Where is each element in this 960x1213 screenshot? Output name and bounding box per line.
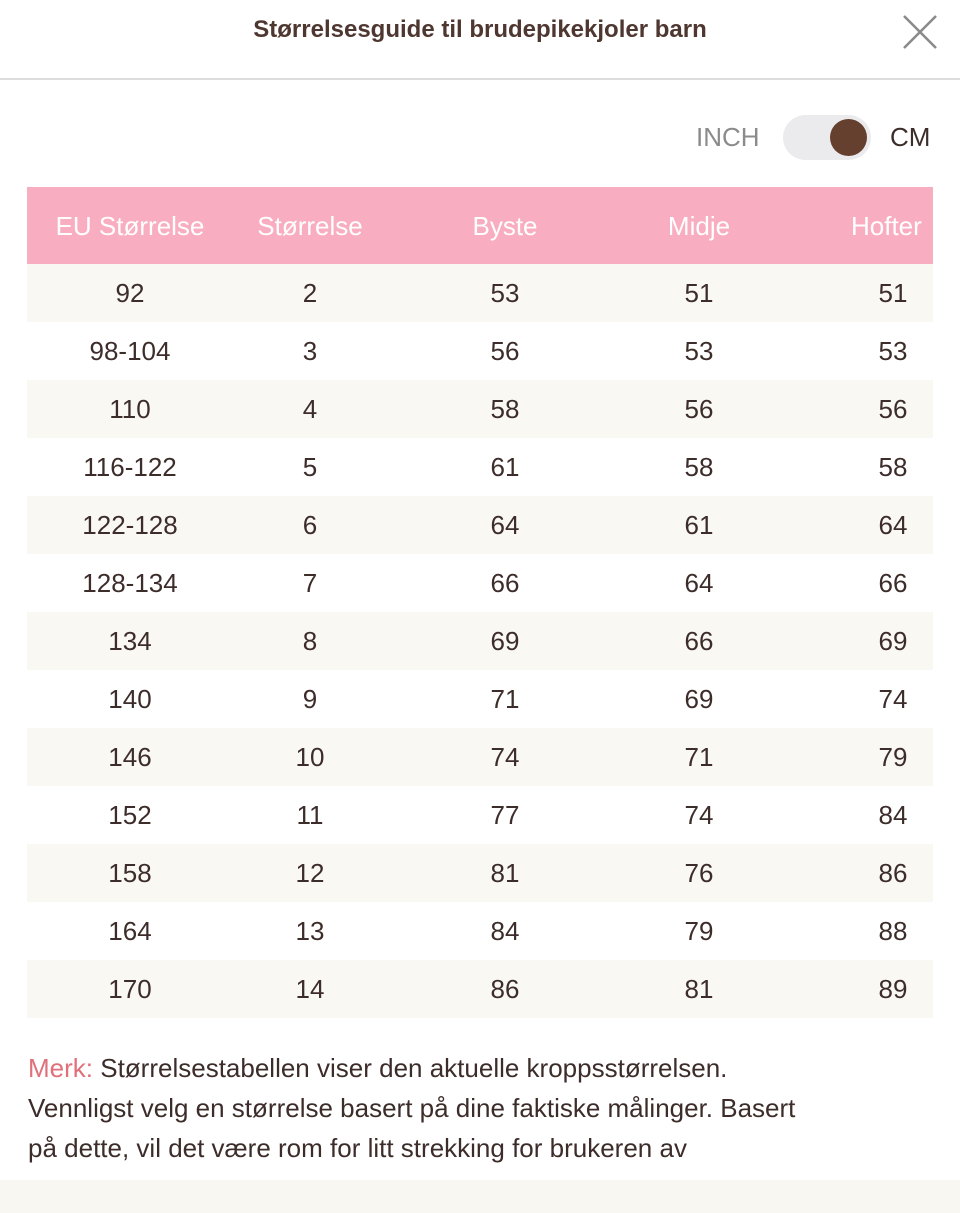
page-title: Størrelsesguide til brudepikekjoler barn [253,16,707,43]
table-cell: 51 [878,278,908,308]
column-header: EU Størrelse [55,210,205,241]
table-cell: 89 [878,974,908,1004]
column-header: Hofter [851,210,922,241]
table-cell: 158 [108,858,152,888]
table-cell: 77 [490,800,520,830]
table-row: 158 12 81 76 86 [27,844,933,902]
table-cell: 86 [490,974,520,1004]
table-row: 134 8 69 66 69 [27,612,933,670]
table-cell: 56 [490,336,520,366]
table-row: 116-122 5 61 58 58 [27,438,933,496]
note-line: Vennligst velg en størrelse basert på di… [28,1093,796,1123]
table-cell: 12 [295,858,325,888]
table-cell: 74 [878,684,908,714]
table-cell: 128-134 [82,568,178,598]
table-cell: 58 [878,452,908,482]
table-cell: 66 [684,626,714,656]
table-cell: 5 [302,452,318,482]
toggle-knob [830,119,867,156]
table-cell: 79 [878,742,908,772]
column-header: Midje [667,210,731,241]
table-cell: 146 [108,742,152,772]
table-cell: 81 [490,858,520,888]
table-cell: 61 [684,510,714,540]
inch-label[interactable]: INCH [696,122,760,152]
table-row: 110 4 58 56 56 [27,380,933,438]
table-cell: 170 [108,974,152,1004]
table-cell: 81 [684,974,714,1004]
table-cell: 58 [490,394,520,424]
table-cell: 140 [108,684,152,714]
table-cell: 51 [684,278,714,308]
table-cell: 8 [302,626,318,656]
table-cell: 164 [108,916,152,946]
table-cell: 69 [878,626,908,656]
table-cell: 64 [490,510,520,540]
column-header: Byste [472,210,538,241]
unit-toggle[interactable] [783,115,871,160]
close-icon[interactable] [900,12,940,52]
table-cell: 64 [878,510,908,540]
table-cell: 69 [684,684,714,714]
table-cell: 92 [115,278,145,308]
table-row: 122-128 6 64 61 64 [27,496,933,554]
table-cell: 53 [684,336,714,366]
table-cell: 79 [684,916,714,946]
table-cell: 13 [295,916,325,946]
column-header: Størrelse [257,210,363,241]
table-cell: 76 [684,858,714,888]
size-note: Merk: Størrelsestabellen viser den aktue… [28,1048,938,1168]
table-cell: 71 [490,684,520,714]
table-cell: 74 [684,800,714,830]
table-cell: 84 [878,800,908,830]
table-cell: 64 [684,568,714,598]
table-cell: 84 [490,916,520,946]
table-cell: 6 [302,510,318,540]
table-row: 170 14 86 81 89 [27,960,933,1018]
table-cell: 56 [684,394,714,424]
table-row: 152 11 77 74 84 [27,786,933,844]
modal-header: Størrelsesguide til brudepikekjoler barn [0,0,960,80]
table-row: 146 10 74 71 79 [27,728,933,786]
table-cell: 152 [108,800,152,830]
table-cell: 66 [878,568,908,598]
table-cell: 9 [302,684,318,714]
table-row: 98-104 3 56 53 53 [27,322,933,380]
table-cell: 53 [490,278,520,308]
table-cell: 2 [302,278,318,308]
cm-label[interactable]: CM [890,122,931,152]
table-cell: 56 [878,394,908,424]
bottom-fade [0,1180,960,1213]
table-cell: 4 [302,394,318,424]
table-cell: 7 [302,568,318,598]
table-cell: 110 [109,394,151,424]
table-cell: 134 [108,626,152,656]
size-table: EU Størrelse Størrelse Byste Midje Hofter 92… [27,187,933,1018]
table-cell: 86 [878,858,908,888]
table-cell: 122-128 [82,510,178,540]
table-row: 92 2 53 51 51 [27,264,933,322]
table-header: EU Størrelse Størrelse Byste Midje Hofter [27,187,933,264]
note-line: Størrelsestabellen viser den aktuelle kr… [100,1053,728,1083]
table-cell: 58 [684,452,714,482]
table-row: 140 9 71 69 74 [27,670,933,728]
table-cell: 71 [684,742,714,772]
table-cell: 10 [295,742,325,772]
table-cell: 61 [490,452,520,482]
table-body: 92 2 53 51 51 98-104 3 56 53 53 110 4 58 56 56 116-122 5… [27,264,933,1018]
table-cell: 53 [878,336,908,366]
note-line: på dette, vil det være rom for litt stre… [28,1133,687,1163]
table-cell: 69 [490,626,520,656]
note-label: Merk: [28,1053,93,1083]
table-cell: 116-122 [83,452,177,482]
table-cell: 88 [878,916,908,946]
table-cell: 11 [296,800,324,830]
table-cell: 14 [295,974,325,1004]
table-row: 128-134 7 66 64 66 [27,554,933,612]
table-cell: 98-104 [89,336,171,366]
table-cell: 66 [490,568,520,598]
table-cell: 3 [302,336,318,366]
table-row: 164 13 84 79 88 [27,902,933,960]
table-cell: 74 [490,742,520,772]
